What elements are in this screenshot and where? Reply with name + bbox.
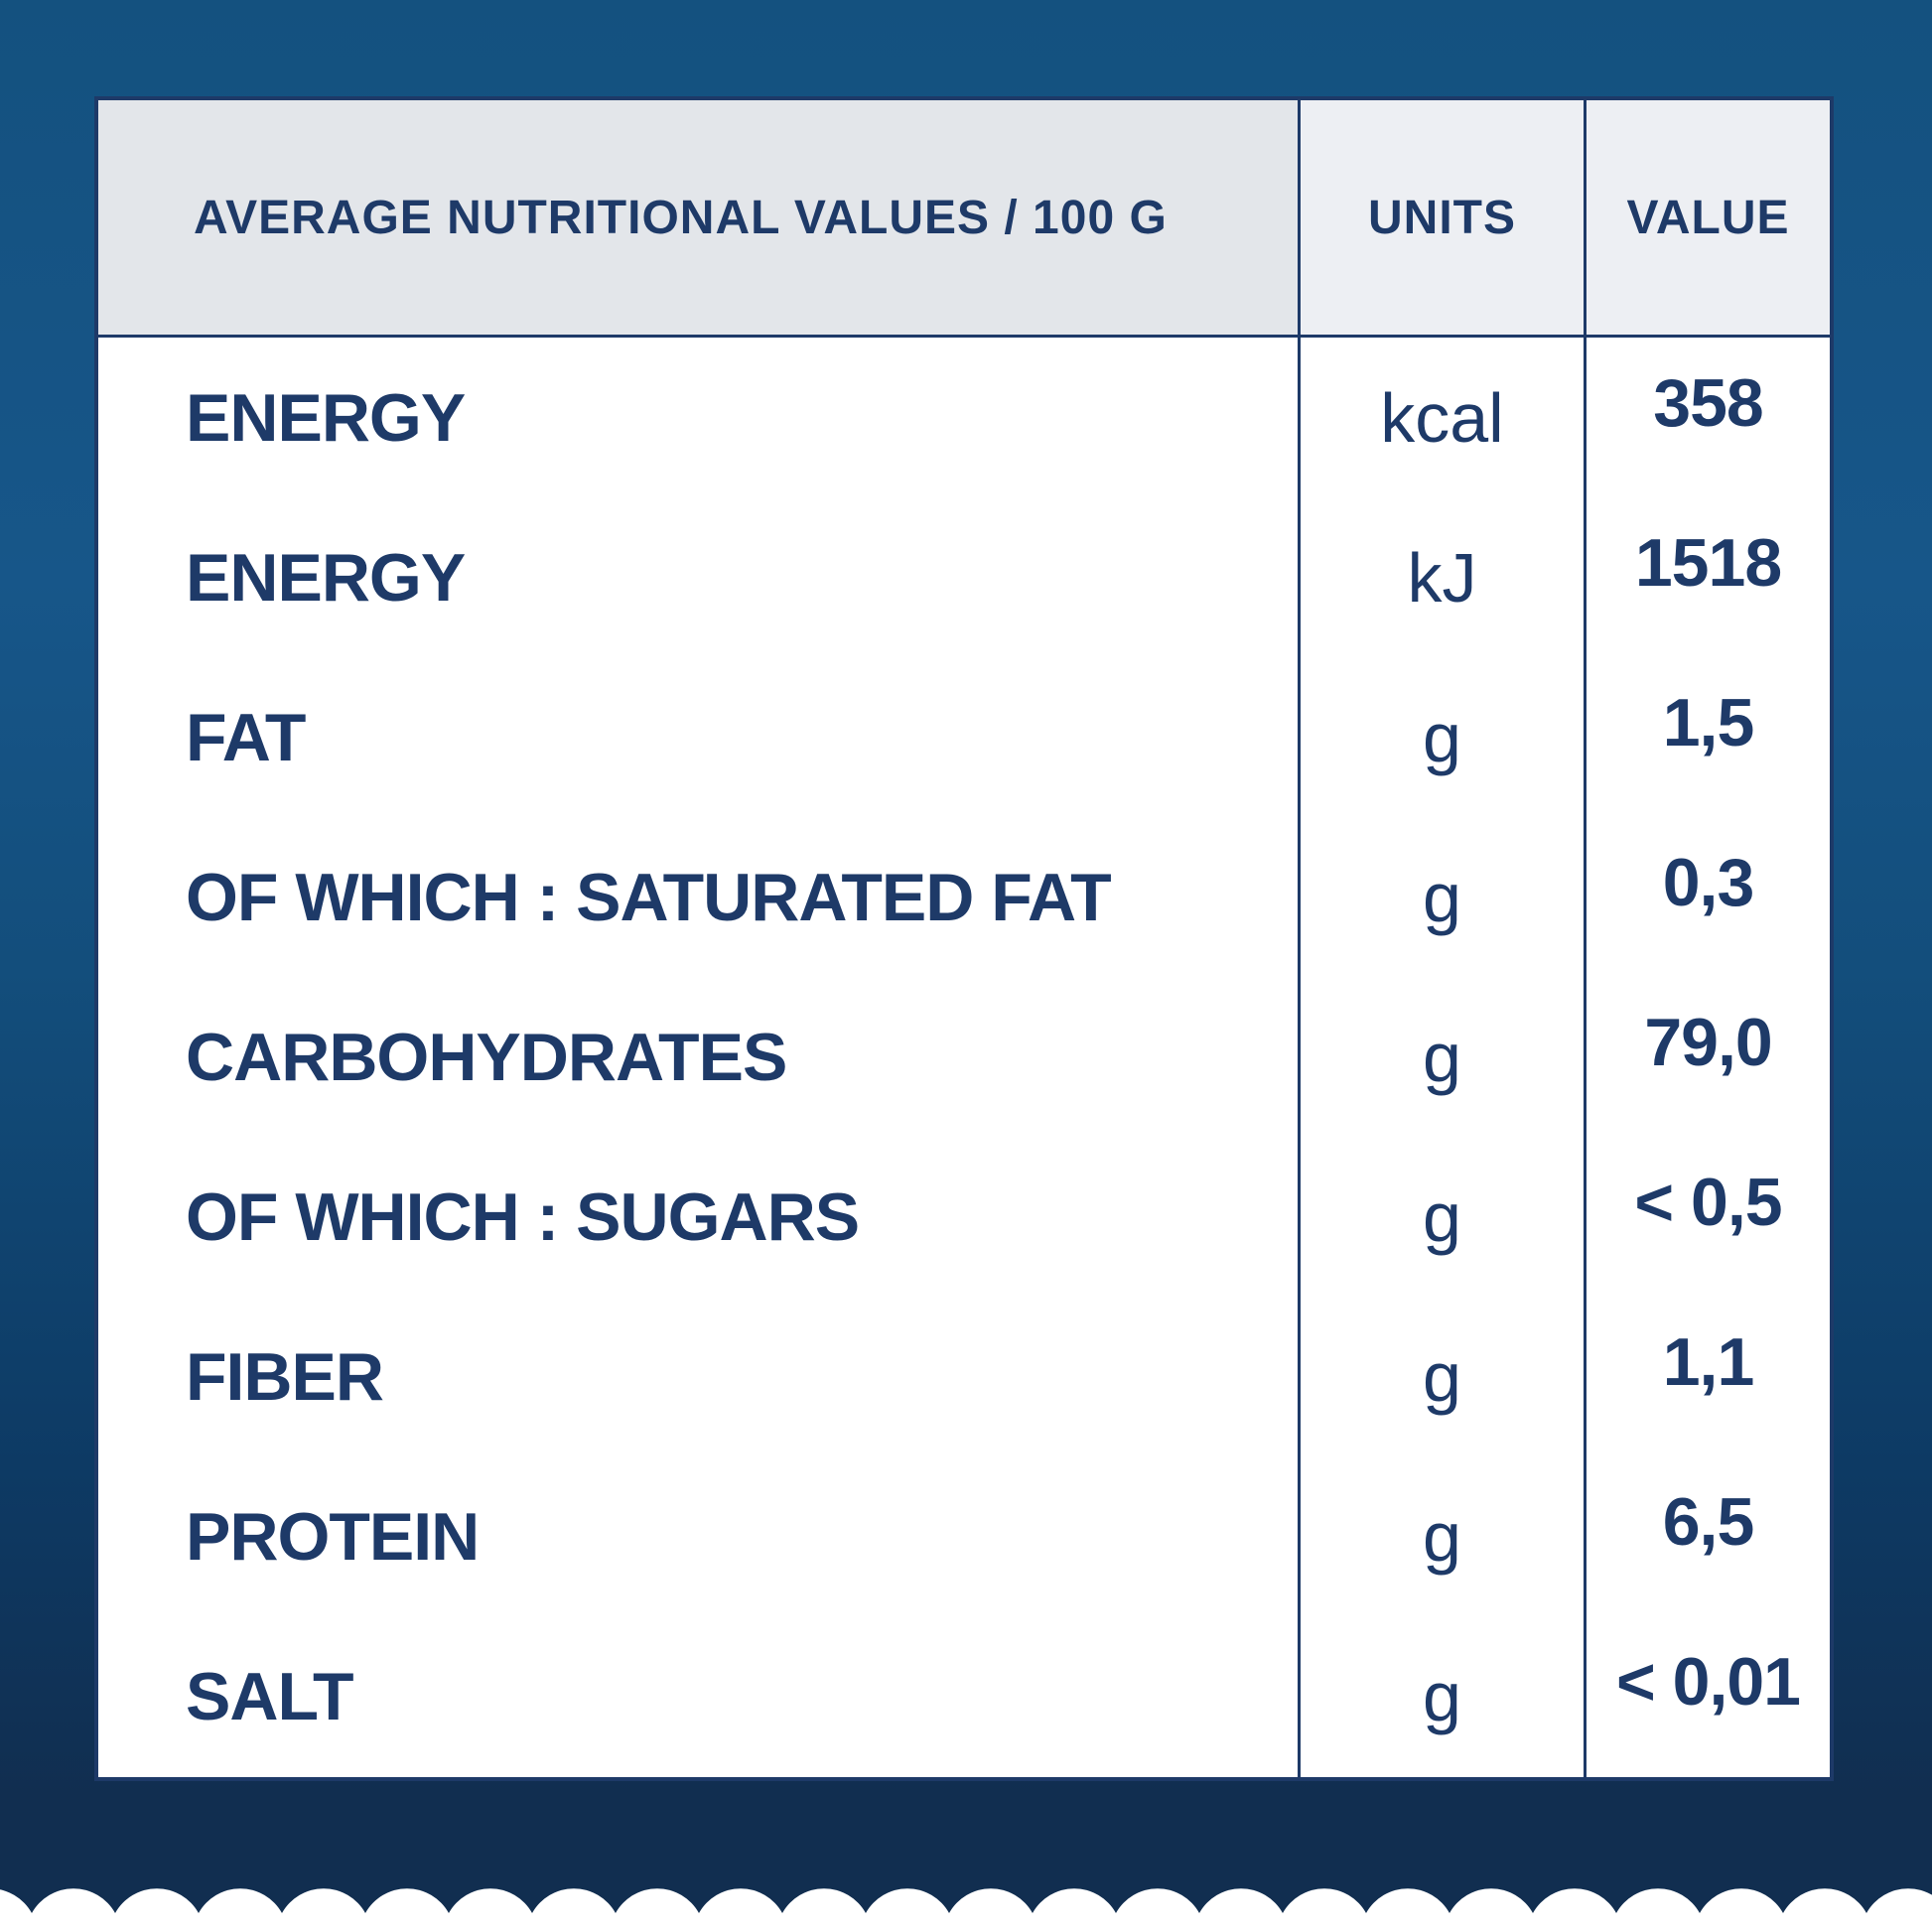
row-value: < 0,01 xyxy=(1584,1616,1830,1777)
table-row: FAT g 1,5 xyxy=(98,657,1830,818)
nutrition-table: AVERAGE NUTRITIONAL VALUES / 100 G UNITS… xyxy=(94,96,1834,1781)
row-label: PROTEIN xyxy=(186,1499,480,1576)
row-unit: g xyxy=(1298,1137,1584,1298)
nutrition-table-body: ENERGY kcal 358 ENERGY kJ 1518 FAT g 1,5… xyxy=(98,338,1830,1777)
header-cell-title: AVERAGE NUTRITIONAL VALUES / 100 G xyxy=(98,100,1298,335)
row-unit: g xyxy=(1298,1297,1584,1457)
row-label: SALT xyxy=(186,1659,354,1735)
row-value: 1518 xyxy=(1584,497,1830,658)
row-unit: g xyxy=(1298,657,1584,818)
table-row: SALT g < 0,01 xyxy=(98,1616,1830,1777)
table-row: PROTEIN g 6,5 xyxy=(98,1456,1830,1617)
table-row: CARBOHYDRATES g 79,0 xyxy=(98,977,1830,1138)
nutrition-table-header: AVERAGE NUTRITIONAL VALUES / 100 G UNITS… xyxy=(98,100,1830,338)
scalloped-edge-decoration xyxy=(0,1853,1932,1932)
row-value: < 0,5 xyxy=(1584,1137,1830,1298)
table-row: OF WHICH : SUGARS g < 0,5 xyxy=(98,1137,1830,1298)
row-label: FIBER xyxy=(186,1339,384,1416)
table-row: ENERGY kJ 1518 xyxy=(98,497,1830,658)
table-row: ENERGY kcal 358 xyxy=(98,338,1830,498)
row-value: 6,5 xyxy=(1584,1456,1830,1617)
row-unit: kcal xyxy=(1298,338,1584,498)
row-unit: g xyxy=(1298,1616,1584,1777)
table-row: FIBER g 1,1 xyxy=(98,1297,1830,1457)
row-label: OF WHICH : SUGARS xyxy=(186,1179,860,1256)
row-unit: kJ xyxy=(1298,497,1584,658)
row-value: 1,1 xyxy=(1584,1297,1830,1457)
row-label: OF WHICH : SATURATED FAT xyxy=(186,859,1112,935)
row-value: 1,5 xyxy=(1584,657,1830,818)
row-label: CARBOHYDRATES xyxy=(186,1019,787,1095)
header-cell-units: UNITS xyxy=(1298,100,1584,335)
row-value: 358 xyxy=(1584,338,1830,498)
row-value: 0,3 xyxy=(1584,817,1830,978)
row-unit: g xyxy=(1298,817,1584,978)
row-unit: g xyxy=(1298,1456,1584,1617)
row-label: FAT xyxy=(186,699,306,775)
table-row: OF WHICH : SATURATED FAT g 0,3 xyxy=(98,817,1830,978)
header-cell-value: VALUE xyxy=(1584,100,1830,335)
row-unit: g xyxy=(1298,977,1584,1138)
row-label: ENERGY xyxy=(186,379,466,456)
row-value: 79,0 xyxy=(1584,977,1830,1138)
row-label: ENERGY xyxy=(186,539,466,616)
